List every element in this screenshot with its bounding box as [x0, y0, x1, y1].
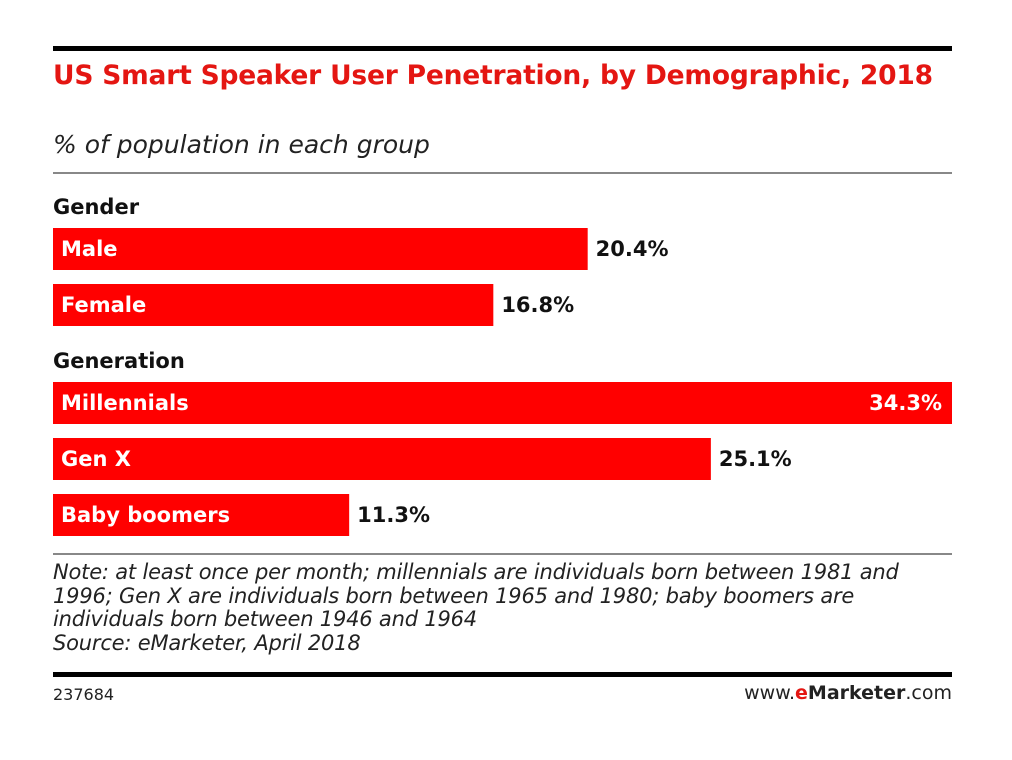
- category-label: Female: [61, 293, 146, 317]
- brand-name: Marketer: [807, 682, 906, 704]
- brand-suffix: .com: [905, 682, 952, 704]
- data-label: 25.1%: [719, 447, 792, 471]
- top-rule: [53, 46, 952, 51]
- bar: [53, 494, 350, 536]
- category-label: Baby boomers: [61, 503, 230, 527]
- note-rule: [53, 553, 952, 555]
- category-label: Millennials: [61, 391, 189, 415]
- note-text: Note: at least once per month; millennia…: [53, 560, 899, 631]
- category-label: Gen X: [61, 447, 131, 471]
- brand-e: e: [795, 682, 808, 704]
- brand-link[interactable]: www.eMarketer.com: [744, 682, 952, 704]
- data-label: 16.8%: [501, 293, 574, 317]
- data-label: 20.4%: [596, 237, 669, 261]
- bottom-rule: [53, 672, 952, 677]
- bar: [53, 438, 711, 480]
- chart-note: Note: at least once per month; millennia…: [53, 560, 953, 655]
- category-label: Male: [61, 237, 118, 261]
- source-text: Source: eMarketer, April 2018: [53, 630, 361, 655]
- chart-id: 237684: [53, 685, 115, 704]
- bar: [53, 228, 588, 270]
- subtitle-rule: [53, 172, 952, 174]
- data-label: 11.3%: [357, 503, 430, 527]
- brand-prefix: www.: [744, 682, 796, 704]
- data-label: 34.3%: [869, 391, 942, 415]
- bar: [53, 382, 952, 424]
- bar-chart: Gender Male 20.4% Female 16.8% Generation Mill…: [53, 195, 952, 536]
- chart-subtitle: % of population in each group: [53, 130, 430, 159]
- bar: [53, 284, 494, 326]
- chart-title: US Smart Speaker User Penetration, by De…: [53, 60, 933, 91]
- group-label: Gender: [53, 195, 140, 219]
- group-label: Generation: [53, 349, 185, 373]
